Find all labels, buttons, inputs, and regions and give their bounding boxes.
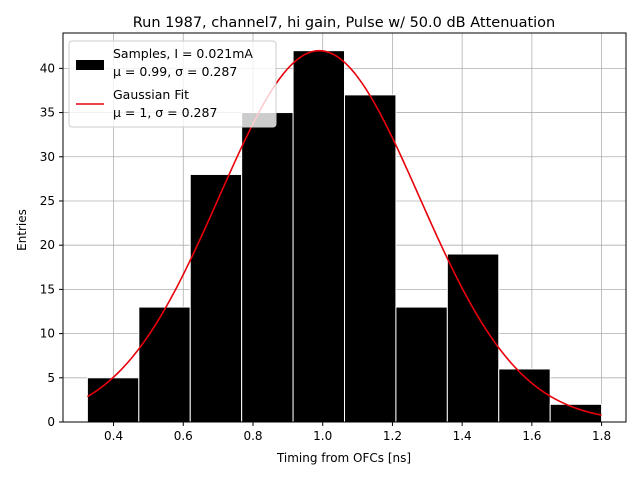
legend-samples-swatch xyxy=(76,60,104,70)
x-axis-label: Timing from OFCs [ns] xyxy=(276,451,411,465)
fit-layer xyxy=(86,49,602,416)
histogram-bar xyxy=(292,50,346,423)
x-tick-label: 0.6 xyxy=(174,429,193,443)
histogram-bar xyxy=(189,173,243,423)
x-tick-label: 1.6 xyxy=(522,429,541,443)
histogram-bar xyxy=(86,377,140,423)
y-tick-label: 25 xyxy=(40,194,55,208)
legend-fit-label: Gaussian Fit xyxy=(113,87,189,102)
y-axis-label: Entries xyxy=(15,209,29,251)
gaussian-fit-curve xyxy=(86,49,602,416)
legend-samples-stats: μ = 0.99, σ = 0.287 xyxy=(113,64,237,79)
chart-title: Run 1987, channel7, hi gain, Pulse w/ 50… xyxy=(133,15,556,31)
axes-layer: 0.4 0.6 0.8 1.0 1.2 1.4 1.6 1.8 0 5 10 15 20 25 30 35 40 xyxy=(40,32,627,443)
histogram-bars xyxy=(86,50,603,423)
histogram-bar xyxy=(395,306,448,423)
y-tick-label: 20 xyxy=(40,238,55,252)
y-tick-label: 0 xyxy=(47,415,55,429)
y-tick-label: 5 xyxy=(47,371,55,385)
y-tick-label: 10 xyxy=(40,327,55,341)
x-tick-label: 1.4 xyxy=(453,429,472,443)
histogram-bar xyxy=(138,306,191,423)
legend: Samples, I = 0.021mA μ = 0.99, σ = 0.287… xyxy=(68,40,277,128)
x-tick-label: 0.8 xyxy=(243,429,262,443)
legend-frame xyxy=(68,40,277,128)
y-tick-label: 40 xyxy=(40,61,55,75)
x-tick-label: 1.0 xyxy=(313,429,332,443)
histogram-bar xyxy=(241,112,294,423)
y-tick-label: 35 xyxy=(40,106,55,120)
y-tick-label: 30 xyxy=(40,150,55,164)
plot-frame xyxy=(62,32,627,423)
y-tick-label: 15 xyxy=(40,282,55,296)
legend-fit-stats: μ = 1, σ = 0.287 xyxy=(113,105,217,120)
x-tick-label: 1.2 xyxy=(383,429,402,443)
legend-samples-label: Samples, I = 0.021mA xyxy=(113,46,253,61)
x-tick-label: 1.8 xyxy=(592,429,611,443)
x-tick-label: 0.4 xyxy=(104,429,123,443)
histogram-bar xyxy=(446,253,500,423)
histogram-bar xyxy=(344,94,397,423)
